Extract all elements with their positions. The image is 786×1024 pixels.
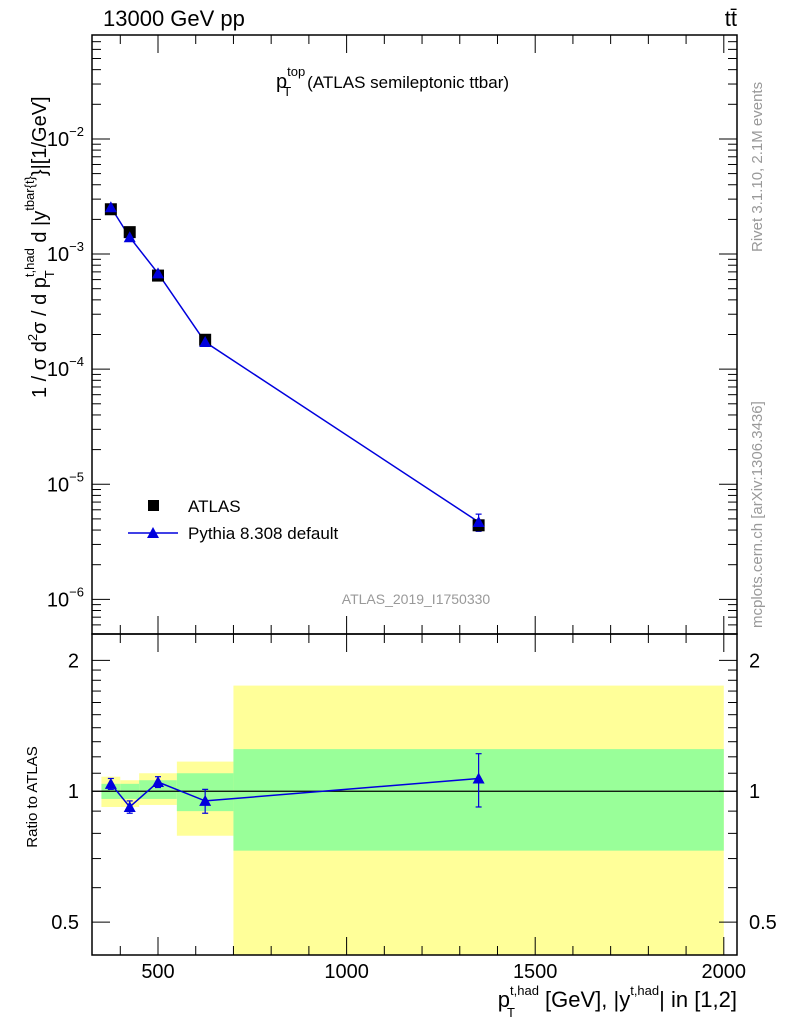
ratio-y-tick-label-left: 0.5 xyxy=(51,912,79,934)
pythia-point xyxy=(152,267,165,279)
main-y-tick-label: 10−6 xyxy=(47,584,84,611)
ratio-y-tick-label-right: 1 xyxy=(749,781,760,803)
main-y-tick-label: 10−4 xyxy=(47,354,84,381)
tick-base: 10 xyxy=(47,129,69,151)
xlabel-post: | in [1,2] xyxy=(659,987,737,1012)
process-label: tt̄ xyxy=(725,6,737,31)
ylabel-pre: 1 / σ d xyxy=(29,341,51,398)
tick-exponent: −3 xyxy=(69,239,84,254)
x-axis-label: pt,had T [GeV], |yt,had| in [1,2] xyxy=(498,983,737,1020)
pythia-point xyxy=(472,515,485,527)
ylabel-mid: σ / d p xyxy=(29,277,51,334)
main-plot-frame xyxy=(91,34,738,635)
energy-label: 13000 GeV pp xyxy=(103,6,245,31)
ratio-panel: 0.5 0.5 1 1 2 2 500 1000 1500 2000 Ratio to ATLA… xyxy=(24,633,777,1020)
main-y-tick-label: 10−5 xyxy=(47,469,84,496)
main-panel: 10−610−510−410−310−2 ptop T (ATLAS semilep… xyxy=(22,34,738,635)
ratio-y-tick-label-left: 1 xyxy=(68,781,79,803)
main-title-rest: (ATLAS semileptonic ttbar) xyxy=(307,73,509,92)
main-axis-ticks xyxy=(92,34,737,635)
xlabel-sup2: t,had xyxy=(630,983,659,998)
tick-exponent: −5 xyxy=(69,469,84,484)
pythia-point xyxy=(104,201,117,213)
pythia-point xyxy=(199,336,212,348)
xlabel-sup: t,had xyxy=(510,983,539,998)
main-y-tick-label: 10−2 xyxy=(47,124,84,151)
tick-base: 10 xyxy=(47,244,69,266)
main-title-sup: top xyxy=(287,64,305,79)
ratio-pythia-point xyxy=(152,776,165,788)
legend-atlas-marker xyxy=(148,500,159,511)
main-title: ptop T (ATLAS semileptonic ttbar) xyxy=(276,64,509,99)
ratio-inner-band xyxy=(139,780,177,799)
ratio-axis-ticks xyxy=(92,634,737,955)
main-title-sub: T xyxy=(283,84,291,99)
ratio-y-axis-label: Ratio to ATLAS xyxy=(24,746,41,847)
ratio-y-tick-label-left: 2 xyxy=(68,650,79,672)
main-title-symbol: p xyxy=(276,71,287,93)
tick-base: 10 xyxy=(47,359,69,381)
ylabel-sup1: 2 xyxy=(25,334,40,341)
x-tick-label: 500 xyxy=(141,961,174,983)
ylabel-sub2: T xyxy=(42,270,57,278)
main-y-tick-labels: 10−610−510−410−310−2 xyxy=(47,124,84,611)
xlabel-pre: p xyxy=(498,987,510,1012)
pythia-line xyxy=(110,206,480,523)
ratio-y-tick-labels: 0.5 0.5 1 1 2 2 xyxy=(51,650,777,934)
x-tick-label: 1000 xyxy=(324,961,369,983)
rivet-label: Rivet 3.1.10, 2.1M events xyxy=(749,82,766,252)
x-tick-label: 1500 xyxy=(513,961,558,983)
legend: ATLAS Pythia 8.308 default xyxy=(128,497,339,543)
xlabel-sub: T xyxy=(507,1005,515,1020)
tick-base: 10 xyxy=(47,474,69,496)
tick-exponent: −4 xyxy=(69,354,84,369)
main-series-layer xyxy=(104,201,485,532)
main-y-tick-label: 10−3 xyxy=(47,239,84,266)
ratio-x-tick-labels: 500 1000 1500 2000 xyxy=(141,961,746,983)
pythia-point xyxy=(123,231,136,243)
ylabel-sup2: t,had xyxy=(22,248,37,277)
xlabel-mid: [GeV], |y xyxy=(539,987,630,1012)
ratio-pythia-point xyxy=(123,800,136,812)
analysis-label: ATLAS_2019_I1750330 xyxy=(342,591,491,607)
ylabel-sup3: tbar{t} xyxy=(22,175,37,210)
legend-atlas-label: ATLAS xyxy=(188,497,241,516)
x-tick-label: 2000 xyxy=(702,961,747,983)
tick-exponent: −2 xyxy=(69,124,84,139)
legend-pythia-marker xyxy=(147,527,159,538)
tick-exponent: −6 xyxy=(69,584,84,599)
ratio-pythia-point xyxy=(472,772,485,784)
ratio-series-layer xyxy=(104,753,485,814)
ratio-y-tick-label-right: 2 xyxy=(749,650,760,672)
legend-pythia-label: Pythia 8.308 default xyxy=(188,524,339,543)
ratio-y-tick-label-right: 0.5 xyxy=(749,912,777,934)
tick-base: 10 xyxy=(47,589,69,611)
ratio-plot-frame xyxy=(91,633,738,956)
ylabel-mid2: d |y xyxy=(29,211,51,248)
ratio-pythia-point xyxy=(104,777,117,789)
ratio-bands-layer xyxy=(101,685,724,955)
main-y-axis-label: 1 / σ d2σ / d pt,had T d |ytbar{t}}|[1/Ge… xyxy=(22,96,57,398)
ratio-pythia-point xyxy=(199,794,212,806)
ylabel-post: }|[1/GeV] xyxy=(29,96,51,176)
mcplots-label: mcplots.cern.ch [arXiv:1306.3436] xyxy=(749,401,766,628)
